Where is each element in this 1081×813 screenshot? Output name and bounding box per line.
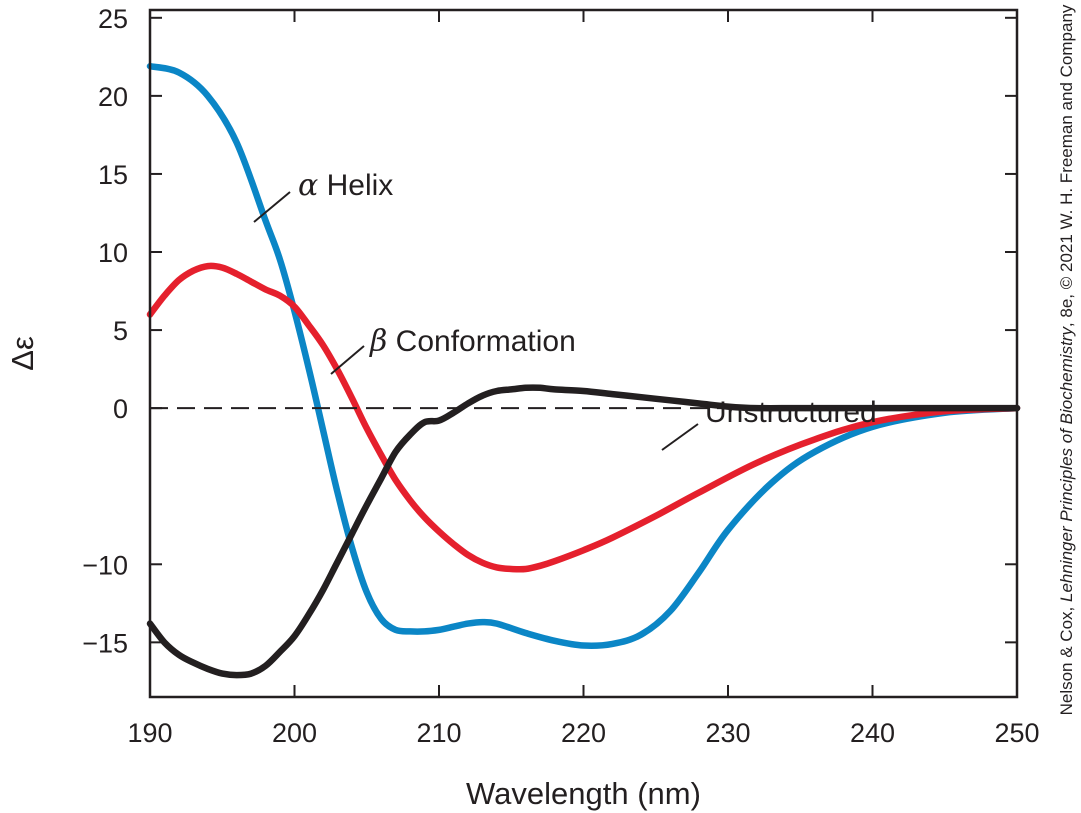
copyright-credit: Nelson & Cox, Lehninger Principles of Bi… bbox=[1057, 4, 1076, 715]
x-tick-label: 250 bbox=[994, 718, 1039, 748]
x-tick-label: 190 bbox=[127, 718, 172, 748]
ticks-layer: 190 200 210 220 230 240 250 25 20 15 10 5 0 −10 −15 bbox=[82, 4, 1039, 748]
credit-book-title: Lehninger Principles of Biochemistry bbox=[1057, 326, 1076, 602]
x-tick-label: 210 bbox=[416, 718, 461, 748]
x-tick-label: 200 bbox=[272, 718, 317, 748]
unstructured-label: Unstructured bbox=[705, 396, 877, 429]
y-tick-label: 5 bbox=[113, 316, 128, 346]
series-line-helix bbox=[146, 62, 1021, 649]
y-axis-title: Δε bbox=[5, 336, 40, 371]
series-line-conformation bbox=[146, 262, 1021, 573]
y-tick-label: 20 bbox=[98, 82, 128, 112]
y-tick-label: −15 bbox=[82, 628, 128, 658]
credit-prefix: Nelson & Cox, bbox=[1057, 602, 1076, 715]
x-tick-label: 220 bbox=[561, 718, 606, 748]
x-tick-label: 240 bbox=[850, 718, 895, 748]
y-tick-label: 0 bbox=[113, 394, 128, 424]
y-tick-label: 10 bbox=[98, 238, 128, 268]
unstructured-leader-line bbox=[661, 423, 699, 451]
x-tick-label: 230 bbox=[705, 718, 750, 748]
y-tick-label: −10 bbox=[82, 550, 128, 580]
y-tick-label: 15 bbox=[98, 160, 128, 190]
alpha-helix-label: α Helix bbox=[298, 168, 393, 203]
series-line-unstructured bbox=[146, 384, 1021, 679]
plot-frame bbox=[148, 8, 1019, 699]
beta-conformation-leader-line bbox=[330, 345, 365, 375]
alpha-helix-leader-line bbox=[253, 191, 291, 223]
curves-layer bbox=[146, 62, 1021, 679]
beta-conformation-label: β Conformation bbox=[369, 324, 576, 359]
credit-suffix: , 8e, © 2021 W. H. Freeman and Company bbox=[1057, 4, 1076, 327]
y-tick-label: 25 bbox=[98, 4, 128, 34]
annotations-layer: α Helix β Conformation Unstructured bbox=[253, 168, 877, 451]
x-axis-title: Wavelength (nm) bbox=[466, 776, 701, 811]
